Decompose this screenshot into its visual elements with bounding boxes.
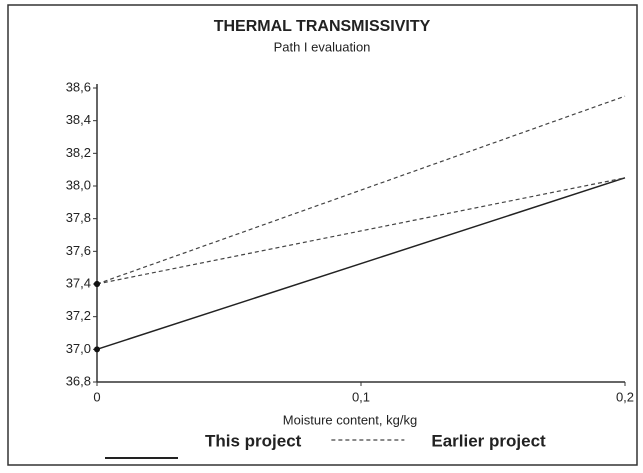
series-line bbox=[96, 95, 626, 285]
legend-label: This project bbox=[205, 431, 302, 450]
start-point bbox=[94, 346, 100, 353]
y-tick-label: 37,6 bbox=[66, 243, 91, 258]
y-tick-label: 38,6 bbox=[66, 79, 91, 94]
y-tick-label: 38,2 bbox=[66, 145, 91, 160]
frame bbox=[7, 4, 638, 466]
series-line bbox=[96, 177, 626, 285]
y-tick-label: 37,4 bbox=[66, 275, 91, 290]
y-tick-label: 38,0 bbox=[66, 177, 91, 192]
x-tick-label: 0 bbox=[93, 389, 100, 404]
y-tick-label: 37,0 bbox=[66, 341, 91, 356]
y-tick-label: 36,8 bbox=[66, 373, 91, 388]
x-tick-label: 0,1 bbox=[352, 389, 370, 404]
start-point bbox=[94, 281, 100, 287]
chart-title: THERMAL TRANSMISSIVITY bbox=[214, 18, 431, 35]
x-axis-label: Moisture content, kg/kg bbox=[283, 412, 417, 427]
y-tick-label: 37,2 bbox=[66, 308, 91, 323]
chart-subtitle: Path I evaluation bbox=[274, 39, 371, 54]
x-tick-label: 0,2 bbox=[616, 389, 634, 404]
y-tick-label: 37,8 bbox=[66, 210, 91, 225]
y-tick-label: 38,4 bbox=[66, 112, 91, 127]
legend-label: Earlier project bbox=[431, 431, 546, 450]
series-line bbox=[96, 177, 626, 351]
